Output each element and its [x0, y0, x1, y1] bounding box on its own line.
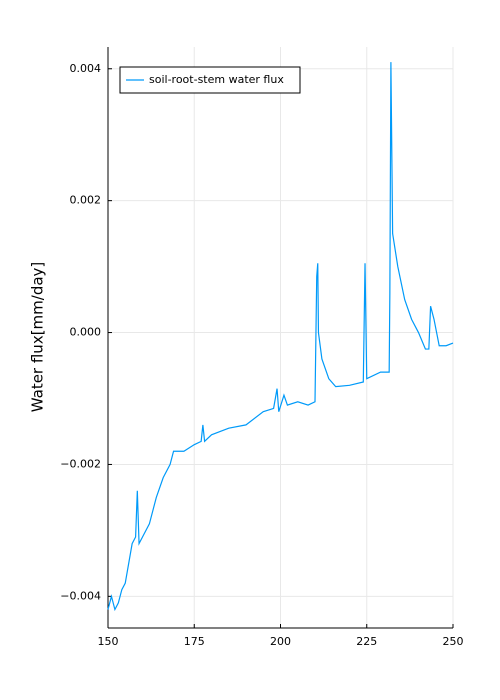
x-tick-label: 250 — [443, 635, 464, 648]
y-tick-label: −0.004 — [60, 589, 101, 602]
x-tick-label: 200 — [270, 635, 291, 648]
x-tick-label: 225 — [356, 635, 377, 648]
y-tick-label: −0.002 — [60, 457, 101, 470]
y-tick-label: 0.000 — [70, 326, 102, 339]
y-tick-label: 0.004 — [70, 62, 102, 75]
x-tick-label: 175 — [184, 635, 205, 648]
data-line — [107, 62, 454, 612]
legend-box — [119, 66, 301, 94]
legend-label: soil-root-stem water flux — [149, 73, 284, 86]
x-tick-label: 150 — [98, 635, 119, 648]
y-axis-label: Water flux[mm/day] — [29, 262, 47, 413]
y-tick-label: 0.002 — [70, 194, 102, 207]
